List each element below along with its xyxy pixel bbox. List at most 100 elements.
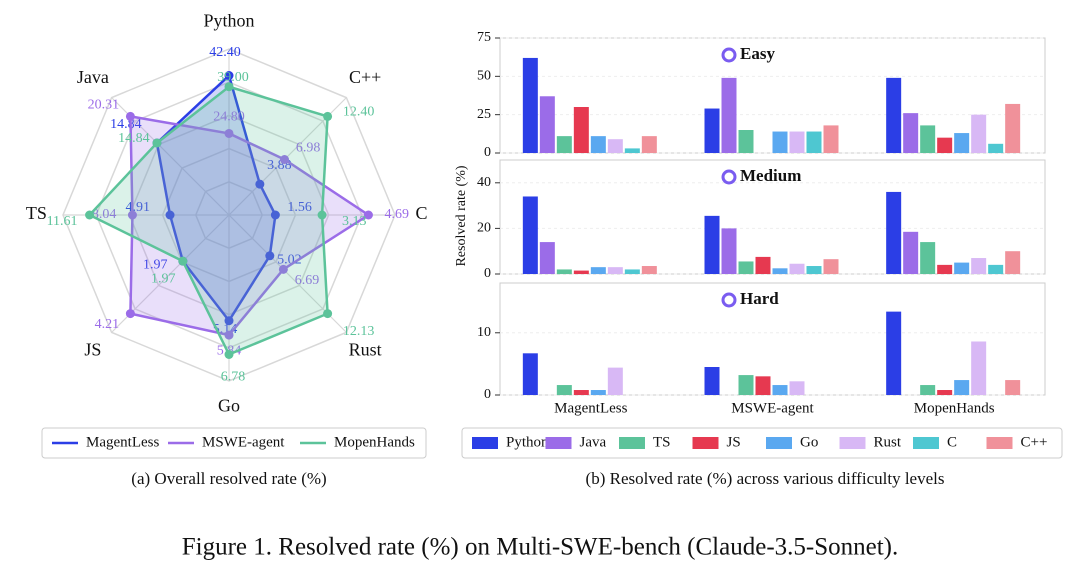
bar: [573, 270, 589, 274]
radar-point: [127, 210, 137, 220]
bar: [624, 269, 640, 274]
bar: [772, 131, 788, 153]
bar: [1005, 103, 1021, 153]
bar: [607, 267, 623, 274]
y-tick-label: 20: [477, 221, 491, 236]
radar-point: [265, 251, 275, 261]
bar: [721, 77, 737, 153]
value-label: 12.40: [343, 104, 375, 119]
bar: [954, 133, 970, 153]
y-tick-label: 10: [477, 325, 491, 340]
value-label: 3.13: [342, 214, 367, 229]
legend-label: C: [947, 434, 957, 450]
legend-swatch: [766, 437, 792, 449]
radar-point: [224, 349, 234, 359]
legend-box: [41, 427, 427, 459]
axis-label: C++: [349, 67, 381, 87]
value-label: 4.21: [95, 317, 120, 332]
bar: [590, 390, 606, 395]
axis-label: Go: [218, 396, 240, 416]
x-tick-label: MopenHands: [914, 400, 995, 416]
radar-point: [224, 128, 234, 138]
bar: [920, 242, 936, 274]
bar: [988, 264, 1004, 274]
bar: [522, 57, 538, 153]
bar: [903, 113, 919, 153]
bar: [704, 108, 720, 153]
bar: [954, 380, 970, 395]
radar-point: [224, 82, 234, 92]
bar: [937, 264, 953, 274]
bar: [1005, 380, 1021, 395]
bar: [755, 376, 771, 395]
bar: [988, 143, 1004, 153]
y-axis-label: Resolved rate (%): [454, 165, 469, 266]
radar-point: [224, 316, 234, 326]
bar: [937, 137, 953, 153]
value-label: 24.80: [213, 110, 245, 125]
value-label: 1.97: [143, 258, 168, 273]
value-label: 6.69: [295, 273, 320, 288]
bar: [772, 385, 788, 395]
bar: [920, 125, 936, 153]
axis-label: Python: [203, 11, 254, 31]
bar: [971, 258, 987, 274]
legend-swatch: [913, 437, 939, 449]
value-label: 14.84: [110, 117, 142, 132]
bar: [789, 131, 805, 153]
legend-label: C++: [1021, 434, 1048, 450]
bar: [920, 385, 936, 395]
bar: [971, 341, 987, 395]
bar: [806, 266, 822, 274]
legend-label: Rust: [874, 434, 902, 450]
bar: [539, 96, 555, 153]
bar: [886, 77, 902, 153]
radar-point: [224, 71, 234, 81]
bar: [772, 268, 788, 274]
legend-label: JS: [727, 434, 741, 450]
legend-label: MopenHands: [334, 434, 415, 450]
bar: [971, 114, 987, 153]
panel-title: Medium: [740, 166, 801, 185]
bar: [704, 367, 720, 395]
legend-box: [461, 427, 1063, 459]
panel-title: Easy: [740, 44, 775, 63]
y-tick-label: 0: [484, 266, 491, 281]
radar-point: [125, 111, 135, 121]
bar: [806, 131, 822, 153]
value-label: 4.69: [384, 207, 409, 222]
radar-point: [323, 111, 333, 121]
radar-point: [152, 138, 162, 148]
bar: [607, 367, 623, 395]
bar: [641, 266, 657, 274]
figure-caption: Figure 1. Resolved rate (%) on Multi-SWE…: [182, 534, 899, 561]
value-label: 39.00: [217, 70, 249, 85]
chart-caption: (b) Resolved rate (%) across various dif…: [586, 469, 945, 488]
bar: [937, 390, 953, 395]
legend-label: Go: [800, 434, 818, 450]
bar: [1005, 251, 1021, 274]
panel-title: Hard: [740, 289, 779, 308]
radar-point: [255, 179, 265, 189]
axis-label: Rust: [349, 339, 382, 359]
x-tick-label: MagentLess: [554, 400, 627, 416]
panel-icon: [721, 47, 737, 63]
legend-label: Python: [506, 434, 549, 450]
legend-swatch: [545, 437, 572, 449]
radar-point: [85, 210, 95, 220]
bar: [624, 148, 640, 153]
axis-label: JS: [84, 339, 101, 359]
bar: [738, 261, 754, 274]
legend-label: MagentLess: [86, 434, 159, 450]
bar: [556, 385, 572, 395]
radar-point: [125, 309, 135, 319]
value-label: 1.97: [151, 272, 176, 287]
bar: [522, 353, 538, 395]
value-label: 5.02: [277, 252, 302, 267]
legend-swatch: [619, 437, 645, 449]
axis-label: C: [416, 203, 428, 223]
radar-point: [323, 309, 333, 319]
x-tick-label: MSWE-agent: [731, 400, 814, 416]
bar: [641, 136, 657, 153]
bar: [755, 256, 771, 274]
